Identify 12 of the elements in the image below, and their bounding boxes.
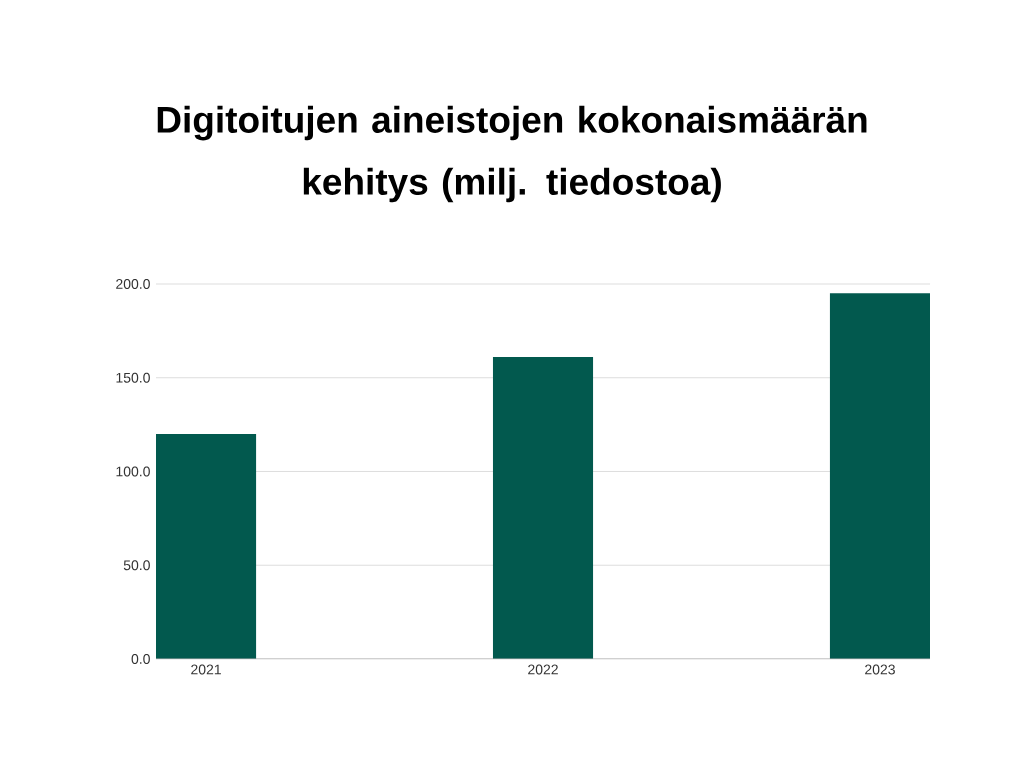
y-tick-label: 200.0 [116,279,150,289]
bar [492,357,594,659]
y-tick-label: 50.0 [123,560,150,571]
x-tick-label: 2021 [191,664,221,675]
y-tick-label: 150.0 [116,372,150,383]
bar [829,293,931,659]
x-tick-label: 2022 [528,664,558,675]
chart-title: Digitoitujen aineistojen kokonaismäärän kehitys (milj. tiedostoa) [157,105,867,203]
x-tick-label: 2023 [865,664,895,675]
y-tick-label: 100.0 [116,466,150,477]
bar [156,434,257,659]
y-tick-label: 0.0 [131,654,150,664]
